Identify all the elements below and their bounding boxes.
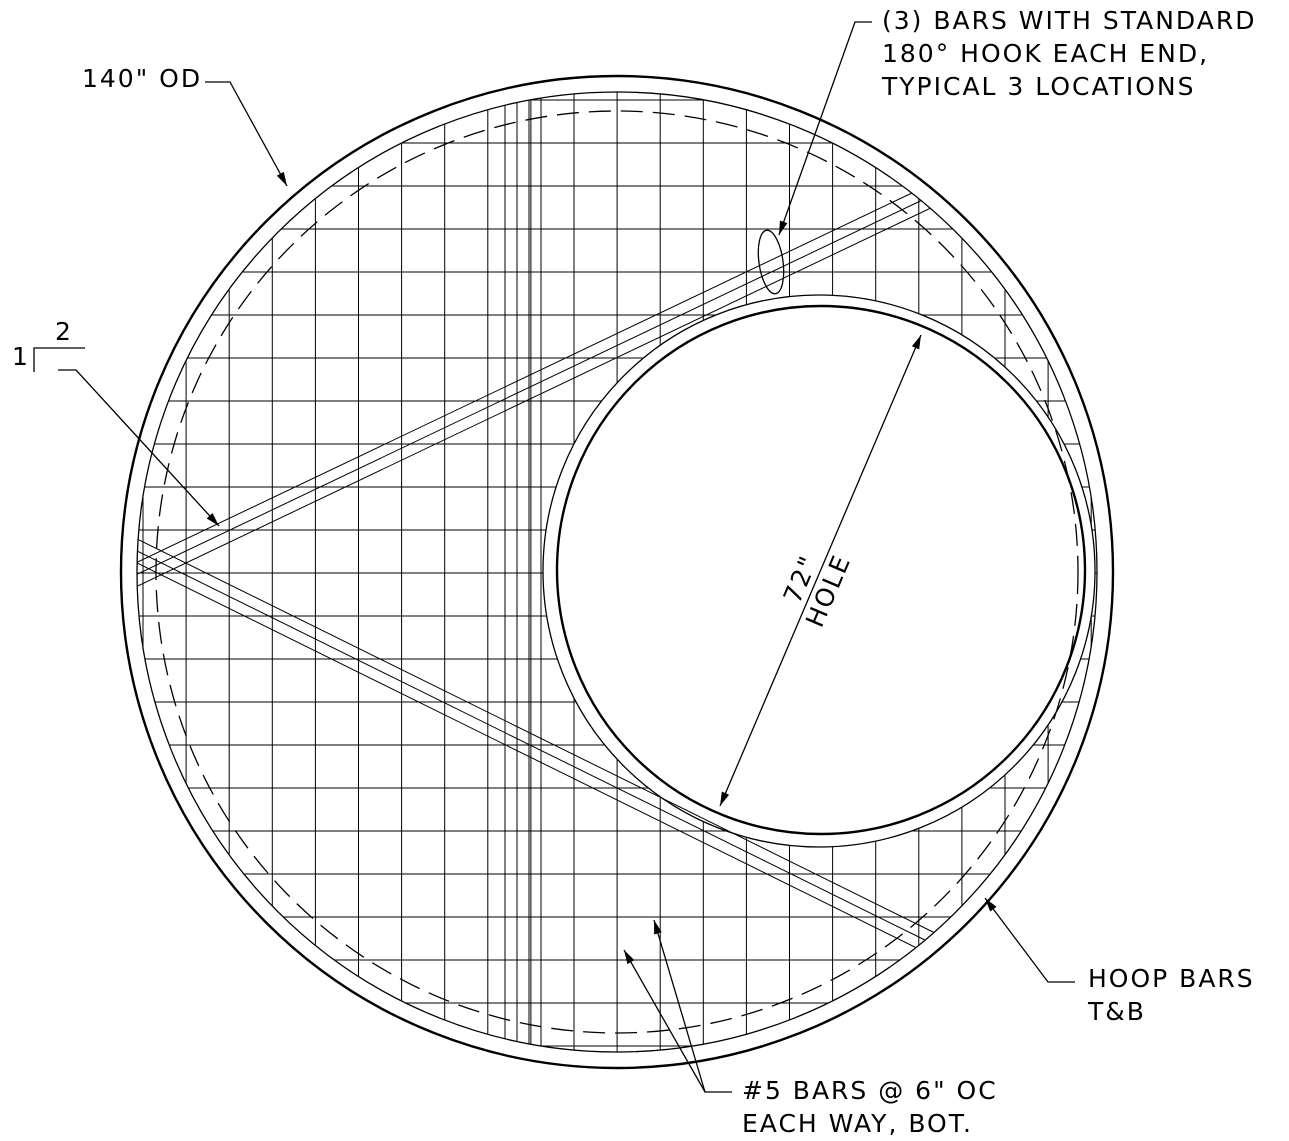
callout-line: 180° HOOK EACH END, [882,39,1209,68]
mesh-label: #5 BARS @ 6" OC [742,1076,998,1105]
hoop-label: HOOP BARS [1088,964,1255,993]
leader [58,370,219,526]
hoop-label: T&B [1087,997,1146,1026]
slope-rise: 1 [12,342,30,371]
mesh-grid [120,60,1120,1090]
od-label: 140" OD [82,64,202,93]
leader [624,950,732,1092]
leader [779,22,872,235]
slope-run: 2 [55,317,73,346]
slope-symbol [34,348,85,372]
leader [985,898,1075,982]
drawing: 72" HOLE 140" OD (3) BARS WITH STANDARD … [0,0,1289,1141]
hook-marker [755,229,788,296]
mesh-label: EACH WAY, BOT. [742,1109,973,1138]
callout-line: (3) BARS WITH STANDARD [882,6,1256,35]
leader [205,82,287,186]
callout-line: TYPICAL 3 LOCATIONS [881,72,1196,101]
